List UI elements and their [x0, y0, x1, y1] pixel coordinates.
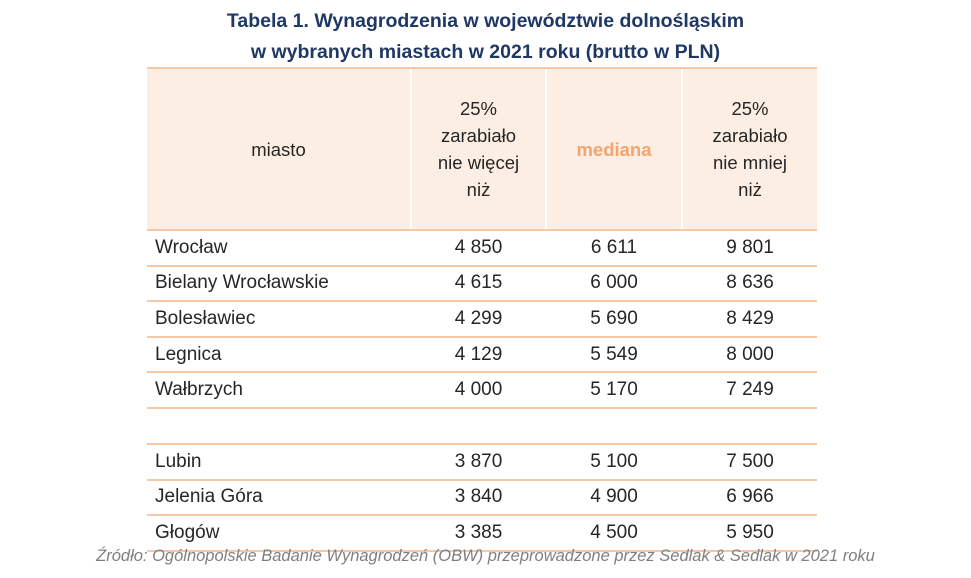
cell-city: Jelenia Góra [147, 479, 411, 517]
table-title: Tabela 1. Wynagrodzenia w województwie d… [0, 6, 971, 68]
cell-median: 4 900 [545, 479, 682, 517]
cell-city: Wrocław [147, 230, 411, 267]
cell-p75: 7 249 [681, 372, 817, 409]
cell-p75: 5 950 [681, 515, 817, 552]
title-line-1: Tabela 1. Wynagrodzenia w województwie d… [226, 10, 745, 32]
cell-median: 6 611 [545, 230, 682, 267]
cell-p25: 4 850 [410, 230, 546, 267]
table-row: Lubin 3 870 5 100 7 500 [147, 443, 817, 481]
cell-city: Bolesławiec [147, 301, 411, 338]
cell-median: 4 500 [545, 515, 682, 552]
cell-p75: 6 966 [681, 479, 817, 517]
header-city: miasto [147, 67, 411, 231]
cell-city: Lubin [147, 443, 411, 481]
cell-median: 6 000 [545, 265, 682, 303]
group-spacer-row [147, 407, 817, 445]
cell-p25: 4 129 [410, 336, 546, 374]
table-row: Wrocław 4 850 6 611 9 801 [147, 230, 817, 267]
cell-city: Wałbrzych [147, 372, 411, 409]
table-row: Jelenia Góra 3 840 4 900 6 966 [147, 479, 817, 517]
salary-table: miasto 25% zarabiało nie więcej niż medi… [147, 67, 817, 552]
header-row: miasto 25% zarabiało nie więcej niż medi… [147, 67, 817, 231]
source-note: Źródło: Ogólnopolskie Badanie Wynagrodze… [96, 547, 875, 565]
table-row: Bielany Wrocławskie 4 615 6 000 8 636 [147, 265, 817, 303]
cell-city: Głogów [147, 515, 411, 552]
cell-p25: 4 299 [410, 301, 546, 338]
cell-median: 5 690 [545, 301, 682, 338]
cell-median: 5 100 [545, 443, 682, 481]
table-row: Głogów 3 385 4 500 5 950 [147, 515, 817, 552]
title-line-2: w wybranych miastach w 2021 roku (brutto… [250, 41, 721, 63]
cell-median: 5 170 [545, 372, 682, 409]
table-row: Bolesławiec 4 299 5 690 8 429 [147, 301, 817, 338]
cell-p25: 3 385 [410, 515, 546, 552]
table-row: Legnica 4 129 5 549 8 000 [147, 336, 817, 374]
cell-p25: 3 870 [410, 443, 546, 481]
header-median: mediana [545, 67, 682, 231]
header-p25: 25% zarabiało nie więcej niż [410, 67, 546, 231]
cell-p75: 8 000 [681, 336, 817, 374]
cell-p75: 7 500 [681, 443, 817, 481]
cell-p75: 8 429 [681, 301, 817, 338]
table-row: Wałbrzych 4 000 5 170 7 249 [147, 372, 817, 409]
cell-city: Legnica [147, 336, 411, 374]
cell-p25: 3 840 [410, 479, 546, 517]
cell-city: Bielany Wrocławskie [147, 265, 411, 303]
header-p75: 25% zarabiało nie mniej niż [681, 67, 817, 231]
cell-p25: 4 615 [410, 265, 546, 303]
cell-p75: 9 801 [681, 230, 817, 267]
cell-p75: 8 636 [681, 265, 817, 303]
cell-p25: 4 000 [410, 372, 546, 409]
cell-median: 5 549 [545, 336, 682, 374]
